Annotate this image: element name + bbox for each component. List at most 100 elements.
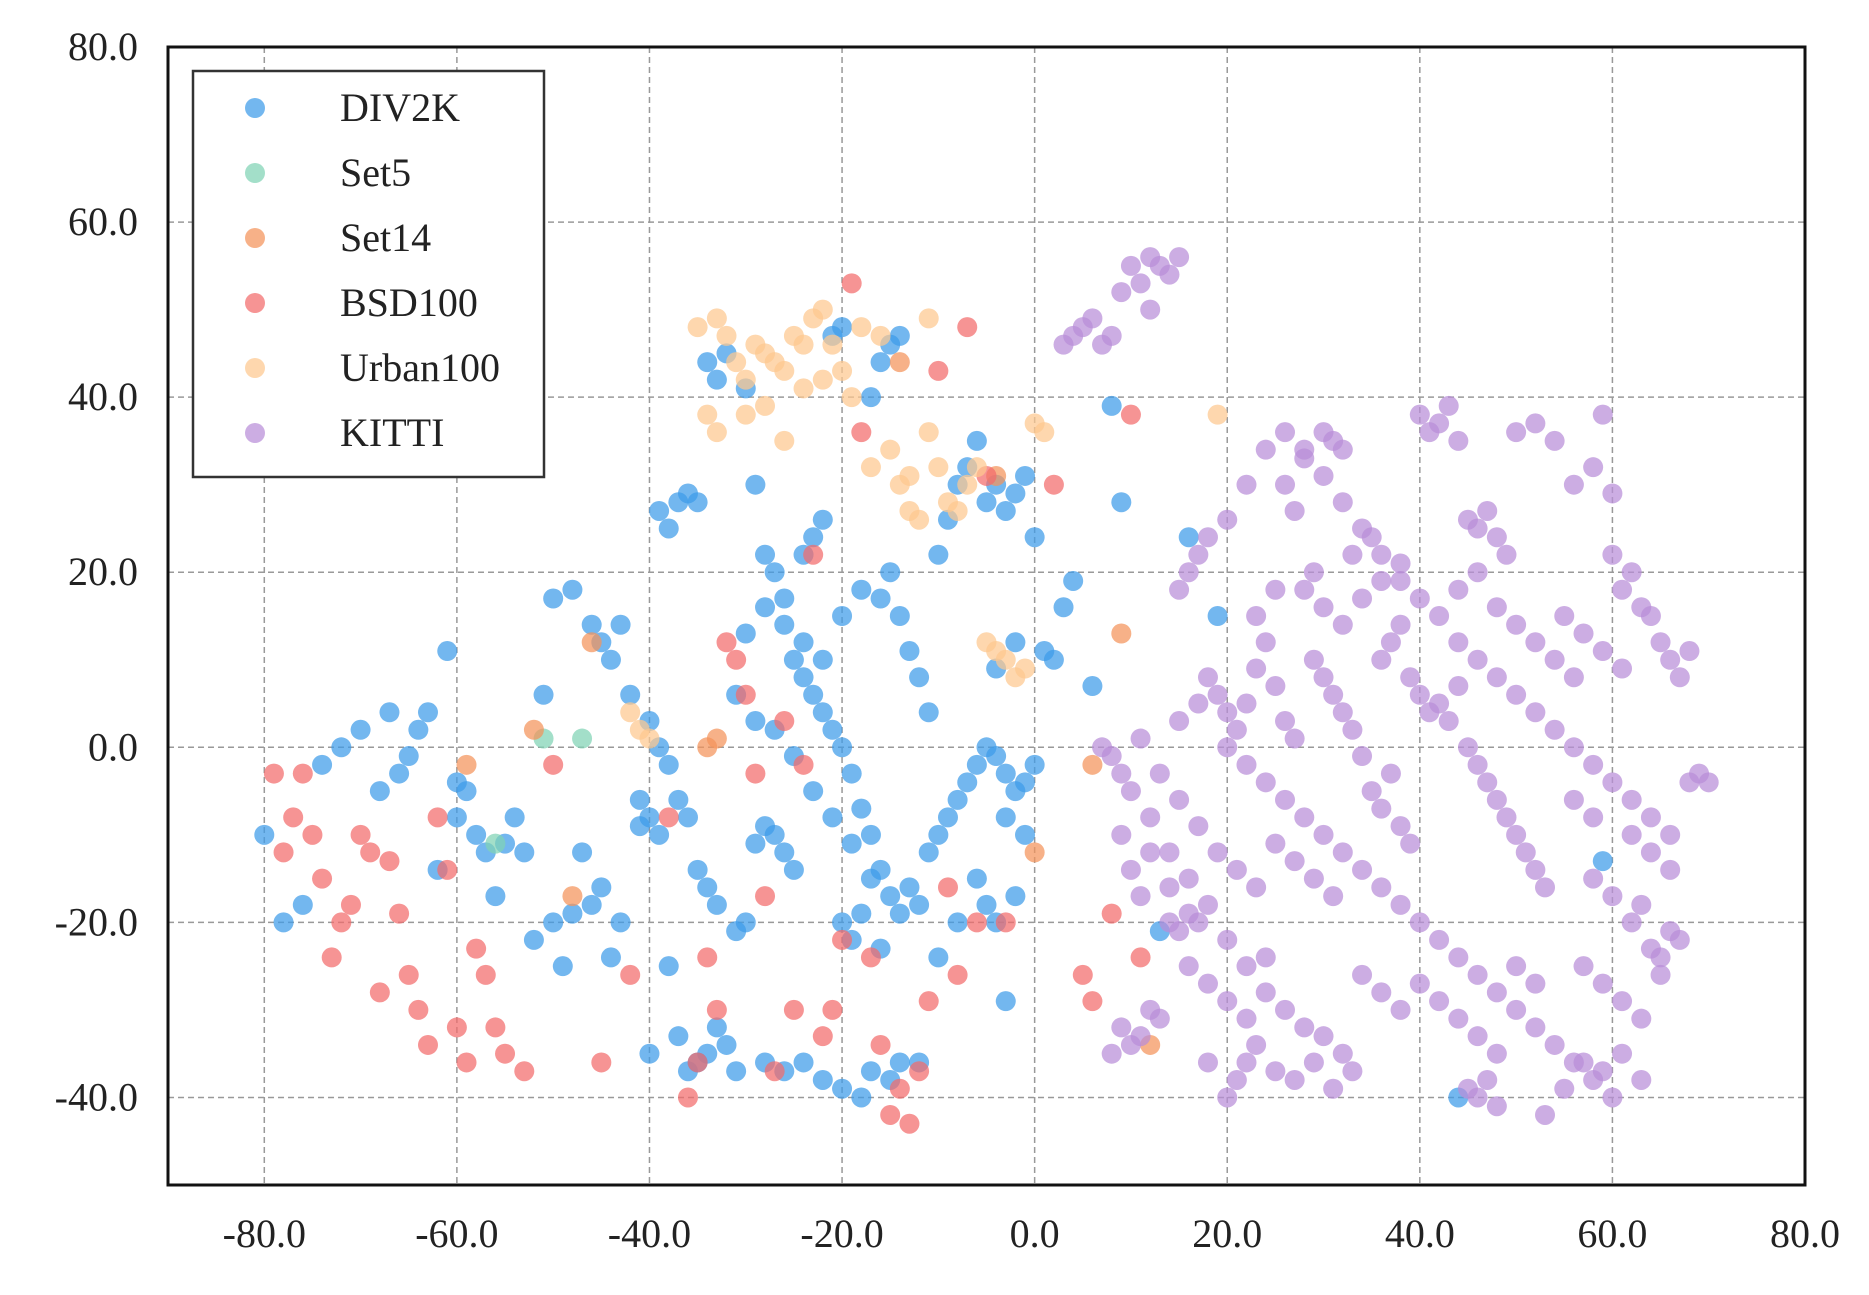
data-point: [803, 544, 824, 565]
data-point: [812, 299, 833, 320]
data-point: [706, 728, 727, 749]
data-point: [1111, 824, 1132, 845]
data-point: [1563, 474, 1584, 495]
data-point: [1197, 667, 1218, 688]
data-point: [986, 746, 1007, 767]
data-point: [437, 641, 458, 662]
data-point: [1602, 1087, 1623, 1108]
data-point: [783, 649, 804, 670]
data-point: [1101, 903, 1122, 924]
data-point: [1352, 964, 1373, 985]
data-point: [1592, 404, 1613, 425]
data-point: [1477, 772, 1498, 793]
data-point: [851, 579, 872, 600]
data-point: [1631, 1069, 1652, 1090]
data-point: [379, 851, 400, 872]
data-point: [822, 719, 843, 740]
data-point: [870, 588, 891, 609]
data-point: [1390, 614, 1411, 635]
data-point: [832, 360, 853, 381]
data-point: [1226, 859, 1247, 880]
data-point: [1130, 886, 1151, 907]
data-point: [1197, 894, 1218, 915]
data-point: [677, 807, 698, 828]
data-point: [1506, 614, 1527, 635]
data-point: [1660, 859, 1681, 880]
data-point: [1236, 693, 1257, 714]
data-point: [1506, 824, 1527, 845]
y-tick-label: 80.0: [68, 24, 138, 69]
data-point: [321, 947, 342, 968]
data-point: [1082, 676, 1103, 697]
data-point: [899, 877, 920, 898]
data-point: [408, 999, 429, 1020]
data-point: [889, 352, 910, 373]
data-point: [860, 824, 881, 845]
x-tick-label: -40.0: [608, 1211, 691, 1256]
data-point: [774, 842, 795, 863]
data-point: [726, 1061, 747, 1082]
data-point: [1592, 851, 1613, 872]
data-point: [1120, 255, 1141, 276]
data-point: [1265, 579, 1286, 600]
data-point: [389, 763, 410, 784]
legend: DIV2K Set5 Set14 BSD100 Urban100 KITTI: [191, 69, 546, 479]
data-point: [1130, 273, 1151, 294]
data-point: [764, 562, 785, 583]
data-point: [735, 369, 756, 390]
data-point: [1332, 702, 1353, 723]
data-point: [851, 798, 872, 819]
data-point: [1275, 474, 1296, 495]
data-point: [1255, 439, 1276, 460]
data-point: [755, 544, 776, 565]
data-point: [1063, 570, 1084, 591]
data-point: [1563, 737, 1584, 758]
data-point: [1120, 404, 1141, 425]
data-point: [1197, 973, 1218, 994]
data-point: [909, 509, 930, 530]
data-point: [533, 684, 554, 705]
data-point: [1429, 929, 1450, 950]
data-point: [1352, 588, 1373, 609]
data-point: [1602, 544, 1623, 565]
data-point: [1448, 430, 1469, 451]
data-point: [822, 334, 843, 355]
data-point: [1120, 781, 1141, 802]
data-point: [841, 833, 862, 854]
data-point: [1226, 719, 1247, 740]
data-point: [523, 719, 544, 740]
data-point: [639, 1043, 660, 1064]
data-point: [735, 404, 756, 425]
data-point: [629, 789, 650, 810]
data-point: [1371, 982, 1392, 1003]
data-point: [562, 886, 583, 907]
data-point: [456, 1052, 477, 1073]
data-point: [1005, 632, 1026, 653]
data-point: [283, 807, 304, 828]
data-point: [1159, 842, 1180, 863]
series-set14: [456, 352, 1161, 1055]
data-point: [1631, 1008, 1652, 1029]
data-point: [1467, 518, 1488, 539]
data-point: [1169, 579, 1190, 600]
data-point: [1169, 789, 1190, 810]
data-point: [899, 1113, 920, 1134]
data-point: [1409, 588, 1430, 609]
data-point: [1467, 1026, 1488, 1047]
data-point: [495, 1043, 516, 1064]
data-point: [793, 754, 814, 775]
data-point: [1236, 754, 1257, 775]
data-point: [1082, 308, 1103, 329]
data-point: [1506, 684, 1527, 705]
y-tick-label: -20.0: [55, 899, 138, 944]
data-point: [1563, 667, 1584, 688]
data-point: [947, 789, 968, 810]
legend-label: Urban100: [340, 345, 500, 390]
data-point: [1467, 754, 1488, 775]
data-point: [1342, 544, 1363, 565]
data-point: [331, 737, 352, 758]
data-point: [1486, 1096, 1507, 1117]
data-point: [475, 964, 496, 985]
data-point: [1255, 982, 1276, 1003]
